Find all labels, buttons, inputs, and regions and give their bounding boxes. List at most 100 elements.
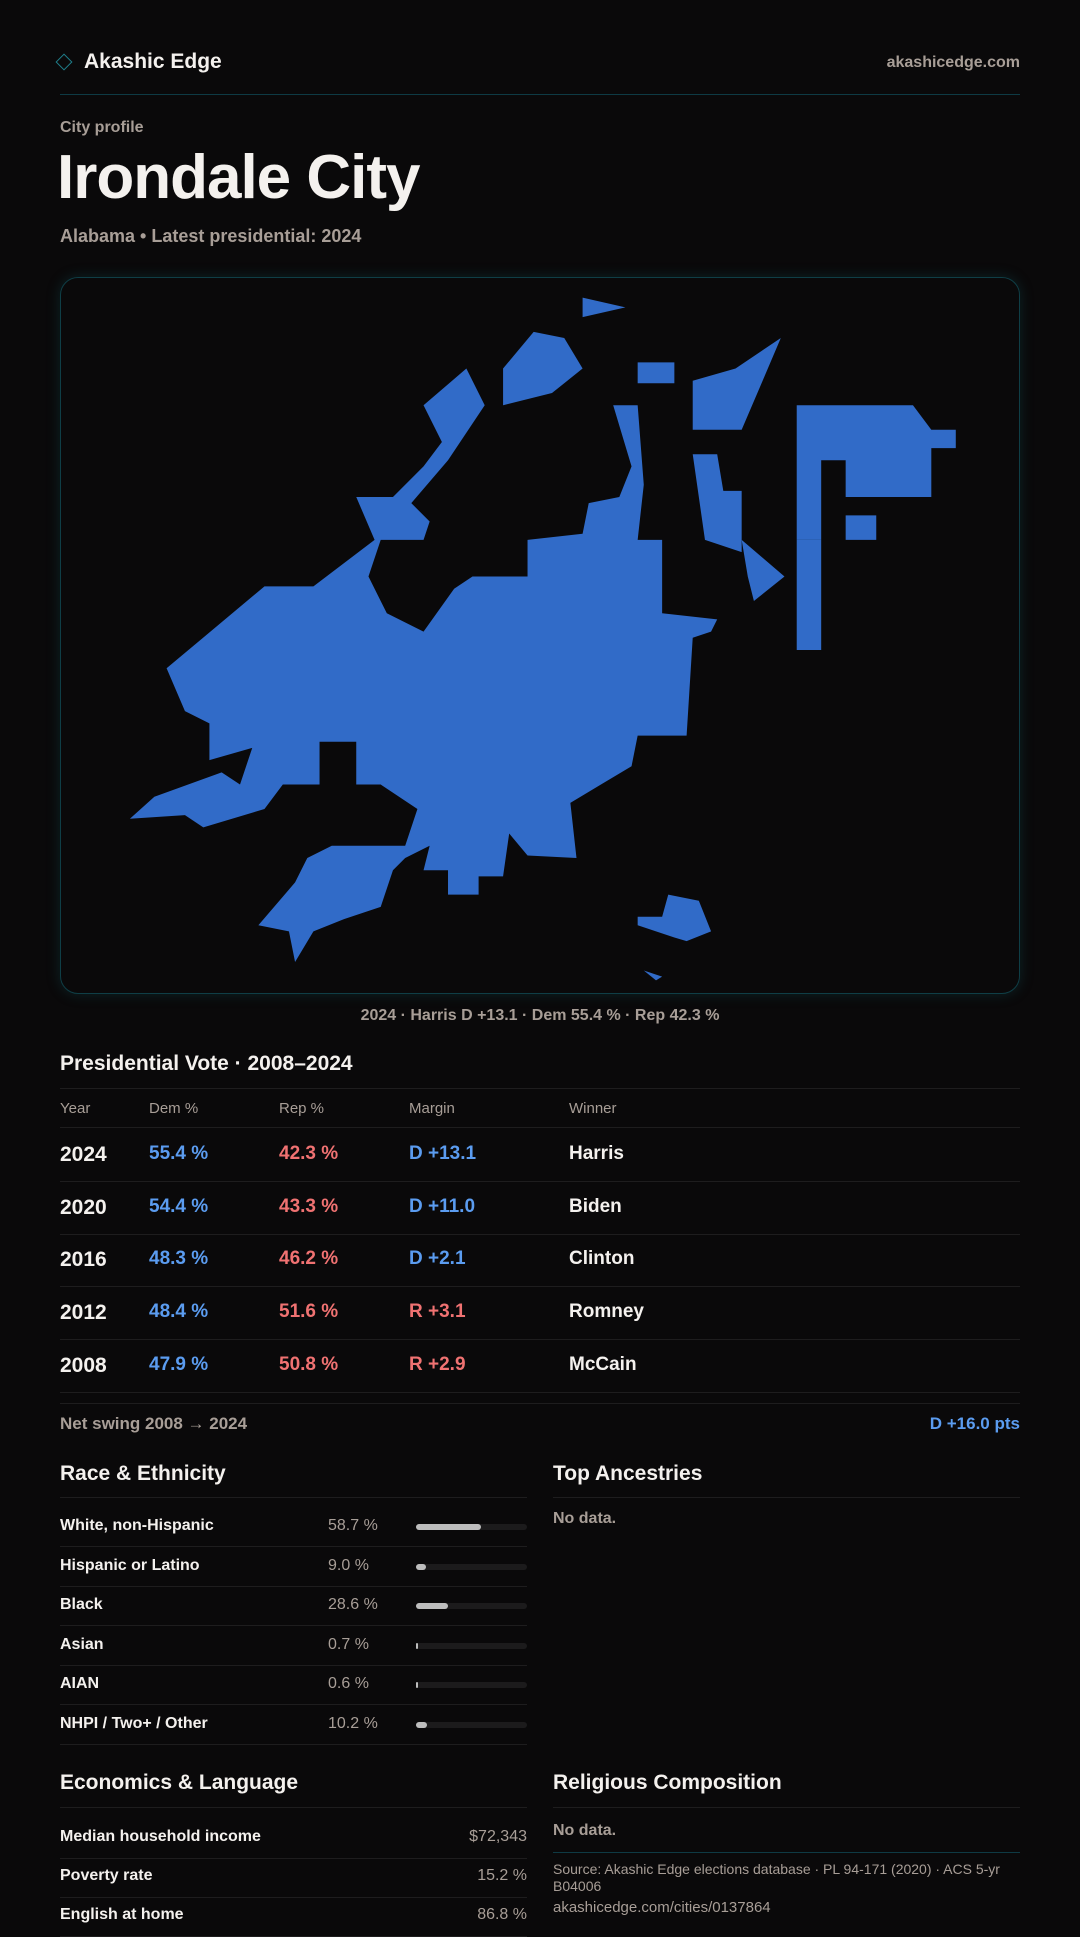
race-bar-fill [416, 1642, 418, 1649]
economics-row: English at home 86.8 % [60, 1898, 527, 1937]
net-swing-value: D +16.0 pts [929, 1414, 1020, 1433]
rep-pct: 50.8 % [279, 1353, 339, 1375]
winner: Clinton [569, 1248, 635, 1270]
economics-value: 15.2 % [477, 1867, 527, 1884]
dem-pct: 47.9 % [149, 1353, 209, 1375]
race-value: 0.7 % [328, 1635, 369, 1653]
table-row: 2012 48.4 % 51.6 % R +3.1 Romney [60, 1287, 1020, 1341]
race-bar-fill [416, 1603, 448, 1610]
divider [60, 1497, 527, 1498]
page-title: Irondale City [57, 143, 421, 212]
margin: D +2.1 [409, 1248, 466, 1270]
economics-value: $72,343 [469, 1828, 527, 1845]
economics-row: Poverty rate 15.2 % [60, 1859, 527, 1898]
margin: D +11.0 [409, 1195, 476, 1217]
race-value: 10.2 % [328, 1715, 378, 1732]
race-bar [416, 1603, 527, 1610]
divider [553, 1497, 1020, 1498]
economics-row: Median household income $72,343 [60, 1820, 527, 1859]
ancestries-empty: No data. [553, 1510, 617, 1527]
footer: Source: Akashic Edge elections database … [553, 1852, 1020, 1916]
race-value: 9.0 % [328, 1556, 369, 1574]
col-winner: Winner [569, 1100, 617, 1117]
footer-url[interactable]: akashicedge.com/cities/0137864 [553, 1899, 771, 1916]
col-rep: Rep % [279, 1100, 325, 1117]
race-bar-fill [416, 1524, 482, 1530]
map-region-north-tip [582, 297, 626, 318]
race-row: Black 28.6 % [60, 1586, 527, 1627]
race-label: White, non-Hispanic [60, 1517, 214, 1534]
race-value: 0.6 % [328, 1675, 369, 1693]
religion-title: Religious Composition [553, 1771, 782, 1794]
presidential-title: Presidential Vote · 2008–2024 [60, 1052, 353, 1075]
brand-name: Akashic Edge [84, 50, 222, 73]
map-region-ne-2 [692, 337, 781, 430]
race-bar-fill [416, 1682, 418, 1689]
year: 2024 [60, 1143, 107, 1166]
diamond-logo-icon [55, 53, 73, 71]
race-label: NHPI / Two+ / Other [60, 1715, 208, 1732]
map-region-ne-4 [692, 454, 742, 553]
race-row: NHPI / Two+ / Other 10.2 % [60, 1705, 527, 1745]
race-label: AIAN [60, 1675, 100, 1693]
divider [60, 1403, 1020, 1404]
year: 2016 [60, 1248, 107, 1272]
map-region-ne-5 [741, 539, 785, 602]
map-region-se-tip [643, 970, 663, 981]
race-row: AIAN 0.6 % [60, 1665, 527, 1706]
race-value: 28.6 % [328, 1596, 378, 1614]
divider [60, 1807, 527, 1808]
table-row: 2020 54.4 % 43.3 % D +11.0 Biden [60, 1182, 1020, 1235]
economics-label: Median household income [60, 1828, 261, 1845]
economics-label: Poverty rate [60, 1867, 153, 1884]
col-dem: Dem % [149, 1100, 199, 1117]
brand[interactable]: Akashic Edge [55, 50, 222, 74]
race-row: White, non-Hispanic 58.7 % [60, 1507, 527, 1547]
col-margin: Margin [409, 1100, 455, 1117]
map-region-north [503, 331, 583, 406]
rep-pct: 46.2 % [279, 1248, 339, 1270]
map-card[interactable] [60, 277, 1020, 994]
race-label: Black [60, 1596, 103, 1614]
divider [553, 1807, 1020, 1808]
map-region-ne-3 [796, 405, 956, 540]
map-region-ne-1 [637, 362, 675, 384]
margin: D +13.1 [409, 1143, 477, 1164]
dem-pct: 48.4 % [149, 1301, 209, 1323]
year: 2020 [60, 1195, 107, 1219]
year: 2008 [60, 1353, 107, 1377]
map-region-se [637, 894, 712, 942]
winner: Harris [569, 1143, 624, 1164]
map-region-main [129, 368, 718, 962]
race-label: Hispanic or Latino [60, 1556, 200, 1574]
divider [60, 1088, 1020, 1089]
table-row: 2024 55.4 % 42.3 % D +13.1 Harris [60, 1129, 1020, 1182]
dem-pct: 48.3 % [149, 1248, 209, 1270]
race-bar-fill [416, 1563, 426, 1570]
rep-pct: 42.3 % [279, 1143, 339, 1164]
col-year: Year [60, 1100, 91, 1117]
race-value: 58.7 % [328, 1517, 378, 1534]
footer-source: Source: Akashic Edge elections database … [553, 1861, 1000, 1894]
dem-pct: 54.4 % [149, 1195, 209, 1217]
race-title: Race & Ethnicity [60, 1462, 226, 1485]
economics-value: 86.8 % [477, 1906, 527, 1923]
race-bar [416, 1642, 527, 1649]
race-bar [416, 1524, 527, 1530]
map-caption: 2024 · Harris D +13.1 · Dem 55.4 % · Rep… [360, 1007, 720, 1024]
race-bar-fill [416, 1722, 428, 1728]
rep-pct: 43.3 % [279, 1195, 339, 1217]
ancestries-title: Top Ancestries [553, 1462, 703, 1485]
eyebrow: City profile [60, 119, 144, 136]
race-row: Asian 0.7 % [60, 1626, 527, 1666]
net-swing-label: Net swing 2008 → 2024 [60, 1414, 248, 1433]
margin: R +2.9 [409, 1353, 466, 1375]
page-subtitle: Alabama • Latest presidential: 2024 [60, 226, 362, 246]
dem-pct: 55.4 % [149, 1143, 209, 1164]
site-link[interactable]: akashicedge.com [886, 54, 1020, 71]
city-boundary-map [129, 297, 956, 981]
winner: Biden [569, 1195, 622, 1217]
map-region-ne-7 [845, 515, 877, 540]
margin: R +3.1 [409, 1301, 466, 1323]
table-row: 2016 48.3 % 46.2 % D +2.1 Clinton [60, 1234, 1020, 1288]
